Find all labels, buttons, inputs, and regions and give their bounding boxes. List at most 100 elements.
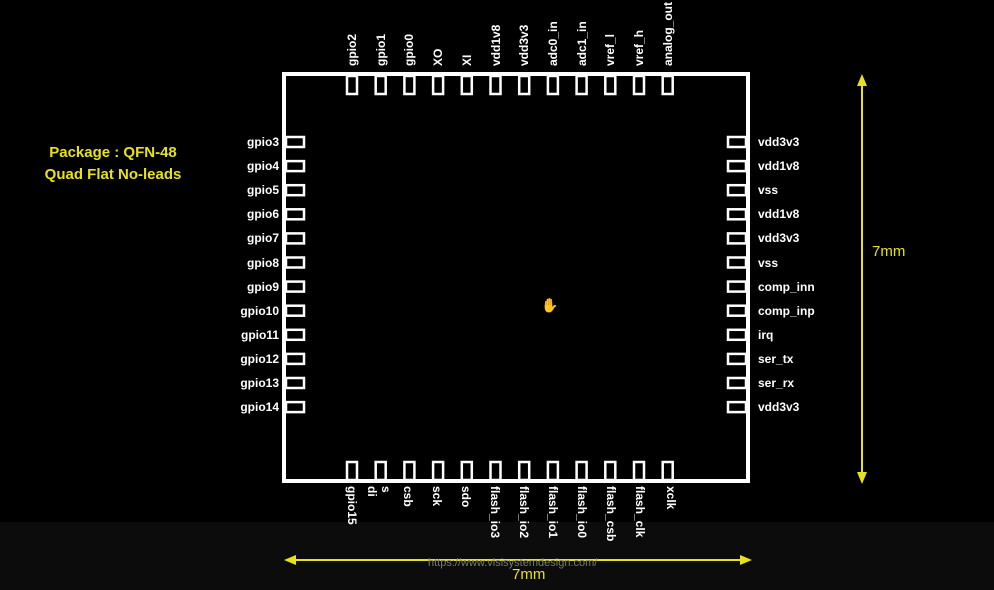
footer-band	[0, 522, 994, 590]
pin-label-bottom-flash_io1: flash_io1	[546, 486, 560, 539]
pin-label-right-comp_inp: comp_inp	[758, 303, 815, 318]
pad-right-vdd1v8	[726, 159, 748, 173]
pad-bottom-4	[431, 460, 445, 482]
pad-right-vdd3v3	[726, 135, 748, 149]
pad-bottom-1	[345, 460, 359, 482]
pin-label-left-gpio5: gpio5	[247, 183, 279, 198]
pad-bottom-8	[546, 460, 560, 482]
pin-label-top-vdd3v3: vdd3v3	[517, 24, 532, 66]
pin-label-top-vref_l: vref_l	[603, 33, 618, 66]
pad-top-vdd3v3	[517, 74, 531, 96]
package-title: Package : QFN-48	[49, 144, 177, 161]
pad-right-comp_inp	[726, 304, 748, 317]
pin-label-left-gpio12: gpio12	[240, 351, 279, 366]
pin-label-top-XO: XO	[431, 48, 446, 66]
pin-label-top-analog_out: analog_out	[660, 1, 675, 66]
pin-label-left-gpio14: gpio14	[240, 400, 279, 415]
pin-label-top-gpio2: gpio2	[345, 34, 359, 66]
pin-label-left-gpio4: gpio4	[247, 159, 279, 174]
pin-label-right-comp_inn: comp_inn	[758, 279, 815, 294]
pad-right-irq	[726, 328, 748, 342]
pad-right-vdd1v8	[726, 208, 748, 221]
pad-bottom-2	[374, 460, 387, 482]
pin-label-top-vref_h: vref_h	[632, 29, 646, 66]
pad-top-vdd1v8	[489, 74, 502, 96]
pad-bottom-7	[517, 460, 531, 482]
pad-right-vss	[726, 256, 748, 269]
pad-left-gpio5	[284, 183, 306, 197]
pin-label-bottom-xclk: xclk	[664, 486, 678, 510]
pad-bottom-6	[489, 460, 502, 482]
pin-label-right-vdd1v8: vdd1v8	[758, 159, 800, 174]
pad-top-gpio2	[345, 74, 359, 96]
pin-label-bottom-flash_io0: flash_io0	[575, 486, 589, 539]
pin-label-right-vdd1v8: vdd1v8	[758, 207, 800, 222]
pad-left-gpio13	[284, 376, 306, 390]
pin-label-left-gpio10: gpio10	[240, 303, 279, 318]
pin-label-bottom-flash_io2: flash_io2	[517, 486, 531, 539]
pin-label-bottom-flash_io3: flash_io3	[488, 486, 502, 539]
pin-label-right-vdd3v3: vdd3v3	[758, 400, 800, 415]
pad-bottom-3	[403, 460, 416, 482]
pad-left-gpio14	[284, 400, 306, 414]
pad-left-gpio12	[284, 352, 306, 366]
pin-label-right-ser_rx: ser_rx	[758, 376, 795, 390]
pin-label-bottom-sck: sck	[430, 486, 444, 507]
pad-top-vref_h	[632, 74, 646, 96]
pad-right-ser_tx	[726, 352, 748, 366]
package-subtitle: Quad Flat No-leads	[44, 166, 182, 183]
pin-label-left-gpio11: gpio11	[240, 327, 279, 342]
pin-label-right-vdd3v3: vdd3v3	[758, 135, 800, 149]
pad-bottom-10	[604, 460, 617, 482]
pad-right-ser_rx	[726, 376, 748, 390]
pad-top-gpio0	[403, 74, 416, 96]
pad-bottom-9	[575, 460, 588, 482]
pin-label-left-gpio6: gpio6	[247, 207, 279, 222]
hand-cursor-icon: ✋	[541, 297, 559, 313]
pin-label-bottom-di: di	[365, 486, 379, 497]
pad-left-gpio3	[284, 135, 306, 149]
pin-label-right-vdd3v3: vdd3v3	[758, 231, 800, 246]
pad-bottom-12	[661, 460, 674, 482]
pad-top-analog_out	[661, 74, 674, 96]
pin-label-bottom-s: s	[379, 486, 393, 493]
pad-right-vdd3v3	[726, 400, 748, 414]
pad-left-gpio8	[284, 256, 306, 269]
pin-label-right-vss: vss	[758, 183, 779, 198]
pin-label-bottom-gpio15: gpio15	[345, 486, 359, 525]
horizontal-dimension-arrow-icon	[284, 555, 752, 565]
pad-left-gpio11	[284, 328, 306, 342]
pad-left-gpio10	[284, 304, 306, 317]
pin-label-left-gpio9: gpio9	[247, 279, 279, 294]
pin-label-bottom-flash_clk: flash_clk	[633, 486, 647, 538]
pad-top-adc0_in	[546, 74, 560, 96]
pin-label-left-gpio7: gpio7	[247, 231, 279, 246]
pad-left-gpio4	[284, 159, 306, 173]
pad-right-comp_inn	[726, 280, 748, 293]
pad-top-gpio1	[374, 74, 387, 96]
pad-bottom-11	[632, 460, 646, 482]
dimension-label-height: 7mm	[872, 243, 906, 260]
pad-left-gpio9	[284, 280, 306, 293]
pin-label-top-vdd1v8: vdd1v8	[488, 24, 503, 66]
chip-body	[282, 72, 750, 483]
pad-left-gpio7	[284, 232, 306, 245]
dimension-label-width: 7mm	[512, 566, 546, 583]
vertical-dimension-arrow-icon	[857, 74, 867, 484]
pin-label-top-adc1_in: adc1_in	[574, 21, 589, 66]
pad-top-vref_l	[604, 74, 617, 96]
pad-left-gpio6	[284, 208, 306, 221]
pad-right-vdd3v3	[726, 232, 748, 245]
pin-label-left-gpio8: gpio8	[247, 255, 279, 270]
pad-bottom-5	[460, 460, 474, 482]
pin-label-top-adc0_in: adc0_in	[545, 21, 560, 66]
pin-label-right-vss: vss	[758, 255, 779, 270]
pin-label-bottom-flash_csb: flash_csb	[604, 486, 618, 542]
pin-label-top-gpio1: gpio1	[373, 34, 388, 66]
pin-label-top-XI: XI	[459, 54, 474, 66]
pin-label-bottom-sdo: sdo	[459, 486, 473, 508]
pad-top-XI	[460, 74, 474, 96]
pin-label-top-gpio0: gpio0	[402, 34, 417, 66]
pad-top-XO	[431, 74, 445, 96]
